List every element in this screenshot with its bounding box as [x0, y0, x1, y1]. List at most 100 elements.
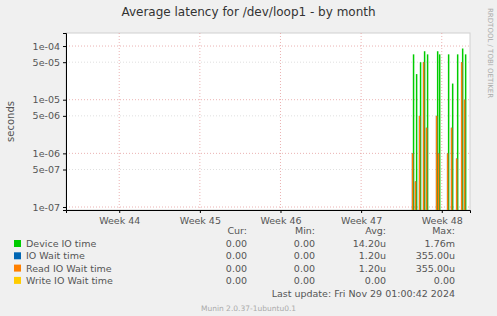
legend-stat: 0.00	[226, 263, 247, 274]
bar	[426, 128, 428, 210]
tick-mark	[361, 210, 362, 213]
tick-label: 5e-05	[33, 57, 60, 68]
chart: 1e-075e-071e-065e-061e-055e-051e-04Week …	[0, 0, 497, 316]
legend-stat: 0.00	[226, 275, 247, 286]
legend-stat: 0.00	[294, 263, 315, 274]
bar	[423, 62, 425, 210]
legend-stat: 0.00	[226, 238, 247, 249]
bar	[438, 153, 440, 210]
tick-mark	[63, 62, 66, 63]
bar	[461, 62, 463, 210]
grid-line	[66, 169, 470, 170]
legend-stat: 0.00	[365, 275, 386, 286]
credit: Munin 2.0.37-1ubuntu0.1	[201, 304, 296, 313]
legend-swatch	[14, 240, 21, 247]
tick-mark	[63, 100, 66, 101]
grid-line	[66, 62, 470, 63]
bar	[461, 62, 463, 210]
tick-mark	[63, 153, 66, 154]
legend-label: Device IO time	[26, 238, 96, 249]
grid-line	[441, 33, 442, 210]
bar	[465, 54, 467, 210]
bar	[412, 153, 414, 210]
legend-stat: 0.00	[294, 275, 315, 286]
tick: 5e-05	[33, 57, 66, 68]
bar	[420, 62, 422, 210]
bar	[436, 116, 438, 210]
tick: 1e-04	[33, 41, 66, 52]
tick-label: 1e-04	[33, 41, 60, 52]
tick-label: Week 45	[180, 215, 221, 226]
bar	[451, 128, 453, 210]
series	[412, 62, 466, 210]
bar	[464, 100, 466, 210]
legend-stat: 1.20u	[359, 263, 386, 274]
tick: Week 48	[422, 210, 463, 226]
x-axis: Week 44Week 45Week 46Week 47Week 48	[67, 210, 471, 226]
legend-header: Max:	[432, 225, 455, 236]
bar	[456, 159, 458, 210]
tick-label: 5e-07	[33, 164, 60, 175]
tick-mark	[63, 46, 66, 47]
bar	[413, 54, 415, 210]
grid-line	[361, 33, 362, 210]
legend-swatch	[14, 252, 21, 259]
tick-label: 1e-07	[33, 202, 60, 213]
grid-line	[66, 46, 470, 47]
bar	[415, 181, 417, 210]
legend-stat: 355.00u	[416, 250, 455, 261]
legend-stat: 14.20u	[353, 238, 386, 249]
tick: 1e-05	[33, 94, 66, 105]
legend-label: IO Wait time	[26, 250, 85, 261]
legend-header: Cur:	[227, 225, 247, 236]
bar	[447, 153, 449, 210]
y-axis: 1e-075e-071e-065e-061e-055e-051e-04	[33, 34, 67, 213]
bar	[464, 100, 466, 210]
tick: Week 47	[341, 210, 382, 226]
grid-line	[66, 153, 470, 154]
grid-line	[199, 33, 200, 210]
legend-stat: 0.00	[226, 250, 247, 261]
series	[412, 62, 466, 210]
plot-area	[66, 33, 470, 210]
tick-label: 1e-06	[33, 148, 60, 159]
tick-mark	[63, 207, 66, 208]
bar	[462, 48, 464, 210]
tick-mark	[200, 210, 201, 213]
bar	[457, 54, 459, 210]
watermark: RRDTOOL / TOBI OETIKER	[486, 8, 494, 98]
axis-line	[63, 34, 67, 211]
grid-line	[280, 33, 281, 210]
grid-line	[66, 99, 470, 100]
tick-label: Week 44	[99, 215, 140, 226]
title: Average latency for /dev/loop1 - by mont…	[121, 5, 375, 19]
bar	[419, 116, 421, 210]
legend-stat: 0.00	[294, 250, 315, 261]
bar	[426, 128, 428, 210]
bar	[423, 62, 425, 210]
marks	[412, 48, 467, 210]
tick: Week 45	[180, 210, 221, 226]
bar	[415, 181, 417, 210]
tick-label: 1e-05	[33, 94, 60, 105]
grid	[66, 33, 470, 210]
legend-stat: 355.00u	[416, 263, 455, 274]
bar	[451, 128, 453, 210]
legend-stat: 0.00	[434, 275, 455, 286]
bar	[424, 51, 426, 210]
tick-mark	[280, 210, 281, 213]
bar	[412, 153, 414, 210]
grid-line	[66, 115, 470, 116]
tick-mark	[63, 170, 66, 171]
legend-stat: 1.76m	[425, 238, 455, 249]
legend-label: Read IO Wait time	[26, 263, 112, 274]
tick: 5e-07	[33, 164, 66, 175]
tick: Week 44	[99, 210, 140, 226]
legend-swatch	[14, 265, 21, 272]
tick-mark	[63, 116, 66, 117]
tick-mark	[442, 210, 443, 213]
bar	[438, 153, 440, 210]
bar	[436, 116, 438, 210]
legend-header: Min:	[295, 225, 315, 236]
axis-line	[67, 211, 471, 214]
